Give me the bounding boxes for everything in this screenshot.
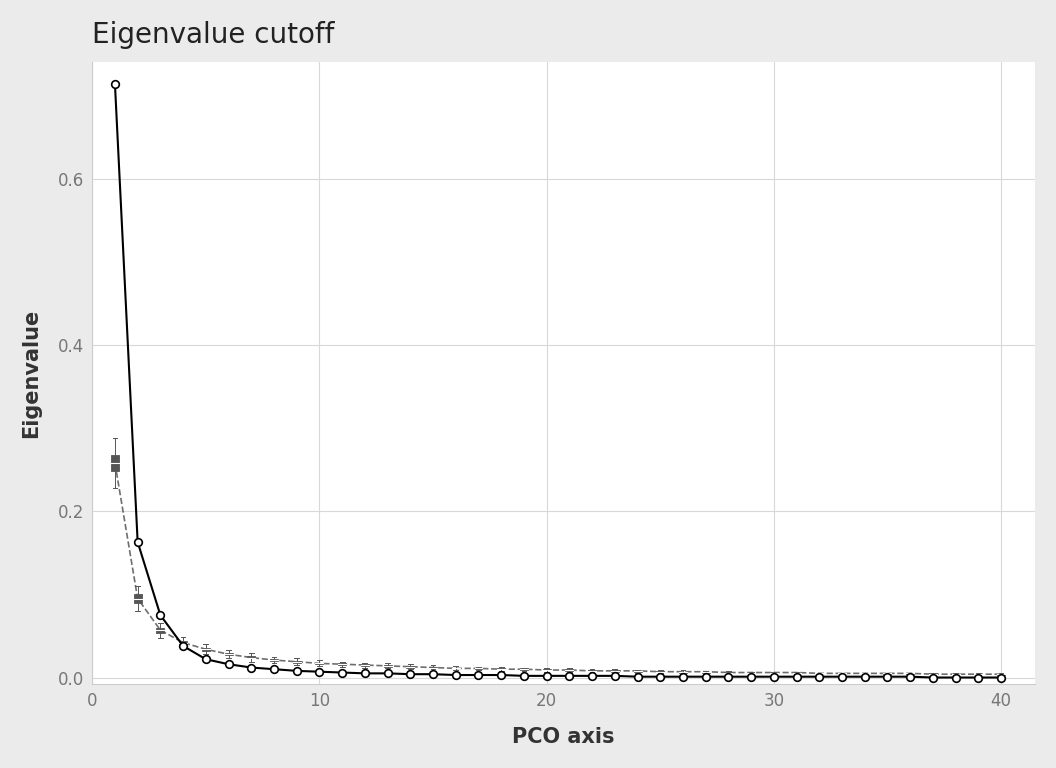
Bar bbox=[474, 667, 483, 669]
Bar bbox=[247, 656, 256, 658]
Bar bbox=[316, 663, 323, 664]
Bar bbox=[543, 669, 550, 670]
X-axis label: PCO axis: PCO axis bbox=[512, 727, 615, 747]
Bar bbox=[225, 653, 232, 655]
Bar bbox=[565, 669, 573, 671]
Bar bbox=[111, 455, 119, 472]
Bar bbox=[407, 666, 414, 667]
Bar bbox=[634, 671, 641, 672]
Bar bbox=[293, 661, 301, 663]
Bar bbox=[815, 673, 824, 674]
Bar bbox=[156, 627, 165, 633]
Y-axis label: Eigenvalue: Eigenvalue bbox=[21, 309, 41, 438]
Bar bbox=[361, 664, 369, 666]
Bar bbox=[134, 594, 142, 603]
Bar bbox=[770, 673, 778, 674]
Bar bbox=[270, 659, 278, 661]
Bar bbox=[202, 647, 210, 651]
Bar bbox=[724, 672, 733, 673]
Bar bbox=[383, 665, 392, 667]
Bar bbox=[656, 671, 664, 672]
Bar bbox=[610, 670, 619, 672]
Bar bbox=[338, 664, 346, 665]
Bar bbox=[452, 667, 459, 668]
Text: Eigenvalue cutoff: Eigenvalue cutoff bbox=[92, 21, 335, 49]
Bar bbox=[497, 668, 505, 669]
Bar bbox=[702, 672, 710, 673]
Bar bbox=[429, 667, 437, 668]
Bar bbox=[793, 673, 800, 674]
Bar bbox=[679, 672, 687, 673]
Bar bbox=[588, 670, 596, 671]
Bar bbox=[520, 668, 528, 670]
Bar bbox=[997, 674, 1005, 675]
Bar bbox=[180, 641, 187, 644]
